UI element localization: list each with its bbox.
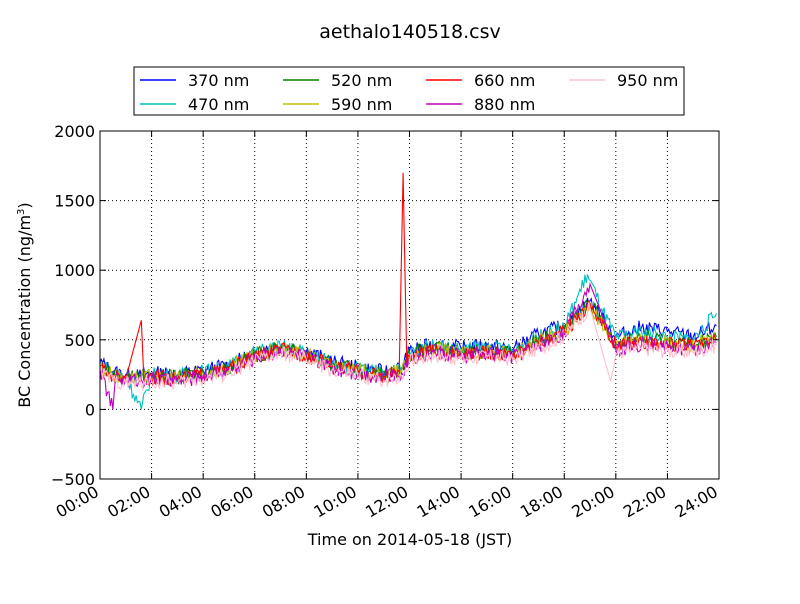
y-axis-label-main: BC Concentration (ng/m — [15, 215, 34, 408]
legend-label: 470 nm — [188, 95, 249, 114]
x-tick-label: 02:00 — [104, 482, 153, 522]
x-tick-label: 08:00 — [259, 482, 308, 522]
x-tick-label: 06:00 — [207, 482, 256, 522]
legend-label: 590 nm — [331, 95, 392, 114]
legend: 370 nm 470 nm 520 nm 590 nm 660 nm 880 nm 950 … — [133, 66, 685, 116]
x-tick-label: 04:00 — [156, 482, 205, 522]
series-line — [99, 281, 717, 410]
legend-label: 370 nm — [188, 71, 249, 90]
y-axis-ticks: −500 0 500 1000 1500 2000 — [51, 122, 719, 489]
x-axis-label: Time on 2014-05-18 (JST) — [307, 530, 512, 549]
y-tick-label: 1500 — [54, 192, 95, 211]
y-tick-label: 500 — [64, 331, 95, 350]
series-line — [99, 301, 717, 392]
chart-title: aethalo140518.csv — [319, 21, 501, 43]
legend-label: 520 nm — [331, 71, 392, 90]
legend-box — [133, 66, 685, 116]
x-tick-label: 10:00 — [310, 482, 359, 522]
x-tick-label: 20:00 — [568, 482, 617, 522]
x-tick-label: 12:00 — [362, 482, 411, 522]
x-tick-label: 18:00 — [517, 482, 566, 522]
y-tick-label: 1000 — [54, 261, 95, 280]
y-axis-label-close: ) — [15, 202, 34, 208]
y-tick-label: −500 — [51, 470, 95, 489]
y-tick-label: 2000 — [54, 122, 95, 141]
y-axis-label: BC Concentration (ng/m3) — [15, 202, 34, 407]
legend-label: 950 nm — [617, 71, 678, 90]
x-tick-label: 14:00 — [414, 482, 463, 522]
plot-background — [100, 131, 719, 479]
legend-label: 880 nm — [474, 95, 535, 114]
x-tick-label: 16:00 — [465, 482, 514, 522]
y-axis-label-superscript: 3 — [16, 209, 27, 215]
y-tick-label: 0 — [85, 400, 95, 419]
series-lines — [99, 172, 717, 410]
x-tick-label: 22:00 — [620, 482, 669, 522]
x-tick-label: 24:00 — [672, 482, 721, 522]
legend-label: 660 nm — [474, 71, 535, 90]
